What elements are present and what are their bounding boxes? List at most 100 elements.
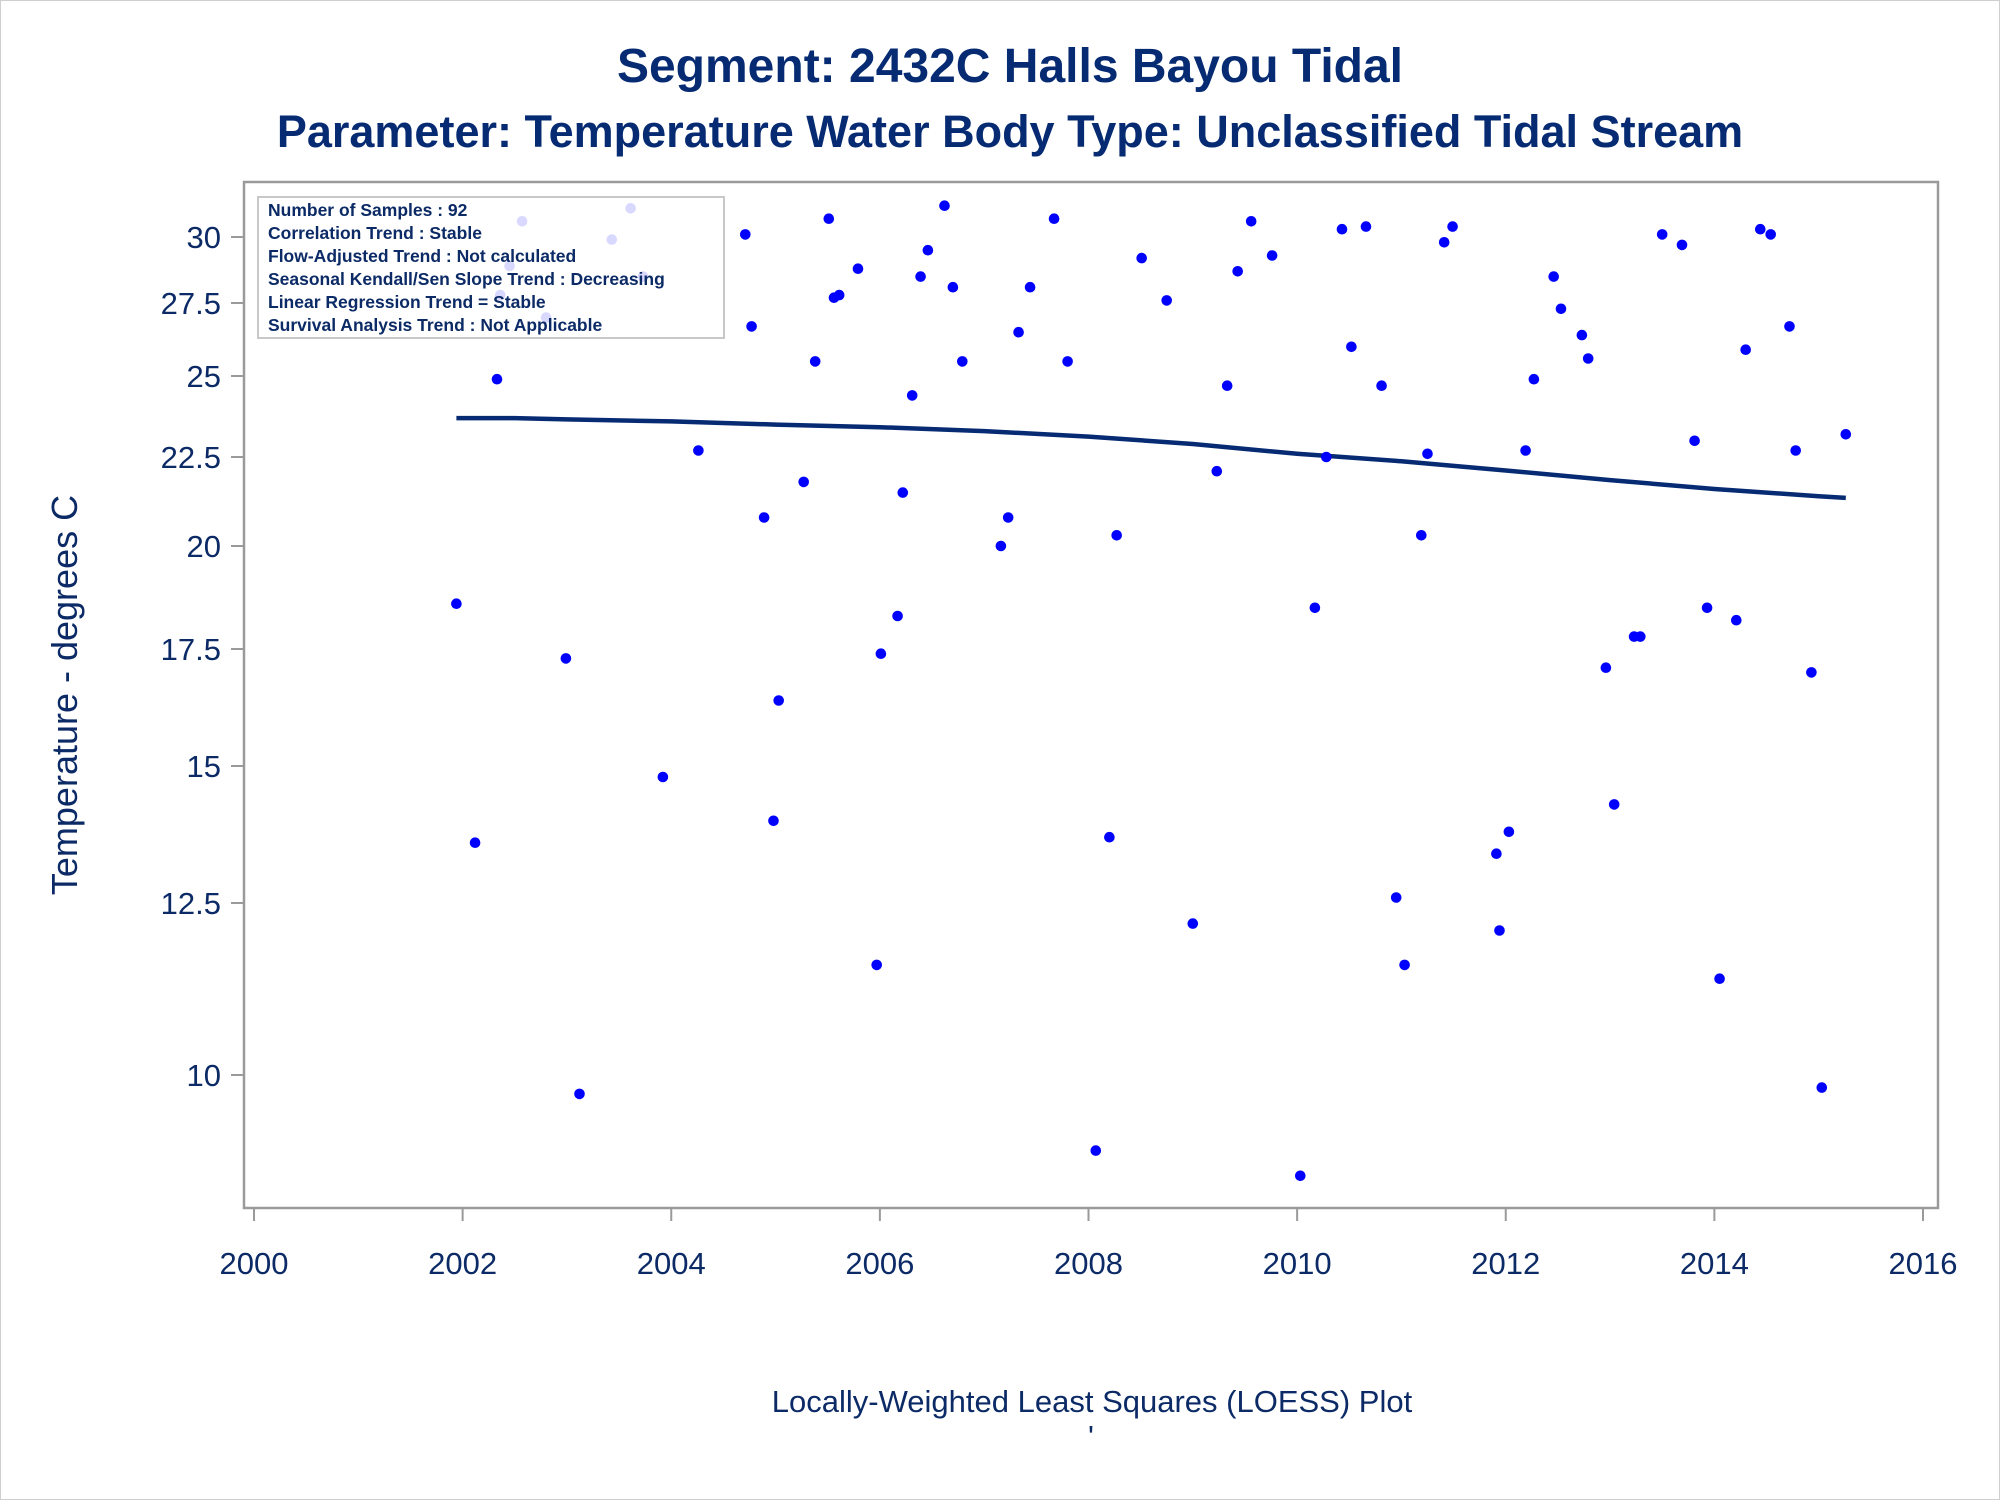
chart-title: Segment: 2432C Halls Bayou Tidal (617, 40, 1403, 93)
data-point (1336, 223, 1348, 235)
data-point (1390, 892, 1402, 903)
data-point (1309, 602, 1321, 614)
y-tick-label: 17.5 (161, 632, 221, 667)
data-point (1676, 239, 1688, 251)
data-point (1555, 303, 1567, 315)
data-point (852, 263, 864, 275)
stats-line-correlation: Correlation Trend : Stable (268, 223, 482, 243)
loess-layer (456, 415, 1846, 501)
data-point (1755, 223, 1766, 235)
data-point (657, 771, 669, 783)
data-point (1731, 614, 1742, 626)
y-axis: 10 12.5 15 17.5 20 22.5 25 27.5 30 (161, 220, 244, 1093)
y-tick-label: 20 (187, 529, 221, 564)
data-point (823, 213, 835, 224)
data-point (833, 289, 845, 301)
data-point (1346, 341, 1357, 353)
data-point (897, 487, 909, 498)
data-point (1840, 429, 1852, 440)
data-point (1221, 380, 1233, 392)
data-point (871, 959, 882, 971)
data-point (1714, 973, 1725, 984)
x-tick-label: 2010 (1263, 1246, 1332, 1281)
footnote-mark: ' (1088, 1419, 1094, 1454)
points-layer (451, 200, 1852, 1182)
x-axis: 2000 2002 2004 2006 2008 2010 2012 2014 2016 (220, 1208, 1958, 1281)
y-tick-label: 12.5 (161, 886, 221, 921)
data-point (1232, 266, 1243, 277)
chart-subtitle: Parameter: Temperature Water Body Type: … (277, 106, 1743, 157)
data-point (1656, 229, 1668, 240)
x-tick-label: 2016 (1889, 1246, 1958, 1281)
y-axis-label: Temperature - degrees C (44, 495, 85, 895)
data-point (1740, 344, 1751, 356)
y-tick-label: 15 (187, 749, 221, 784)
data-point (1104, 831, 1115, 843)
data-point (1062, 356, 1073, 367)
x-tick-label: 2002 (428, 1246, 497, 1281)
data-point (1548, 271, 1559, 282)
data-point (1689, 435, 1700, 447)
data-point (451, 598, 462, 609)
data-point (1048, 213, 1060, 224)
data-point (1494, 925, 1505, 936)
data-point (1600, 662, 1612, 673)
data-point (560, 653, 572, 664)
data-point (1806, 667, 1817, 678)
data-point (922, 244, 934, 256)
data-point (1784, 321, 1795, 332)
data-point (1608, 799, 1620, 810)
data-point (1136, 252, 1147, 264)
data-point (1187, 918, 1199, 929)
stats-line-samples: Number of Samples : 92 (268, 200, 468, 220)
data-point (491, 373, 503, 385)
y-tick-label: 27.5 (161, 286, 221, 321)
x-tick-label: 2006 (845, 1246, 914, 1281)
data-point (768, 815, 779, 827)
data-point (892, 610, 903, 622)
y-tick-label: 22.5 (161, 440, 221, 475)
x-tick-label: 2000 (220, 1246, 289, 1281)
data-point (1090, 1145, 1102, 1156)
data-point (1111, 530, 1122, 541)
data-point (1422, 448, 1433, 460)
data-point (1161, 295, 1172, 306)
data-point (1376, 380, 1387, 392)
data-point (957, 356, 968, 367)
data-point (1447, 221, 1458, 232)
data-point (1245, 216, 1257, 227)
x-tick-label: 2004 (637, 1246, 706, 1281)
data-point (1635, 631, 1646, 642)
stats-box-frame (257, 196, 725, 339)
data-point (1211, 465, 1223, 477)
y-tick-label: 30 (187, 220, 221, 255)
x-tick-label: 2008 (1054, 1246, 1123, 1281)
plot-area (242, 180, 1940, 1210)
data-point (1576, 329, 1588, 341)
y-tick-label: 25 (187, 359, 221, 394)
loess-curve (456, 415, 1846, 501)
data-point (758, 512, 770, 523)
stats-line-linear-regression: Linear Regression Trend = Stable (268, 292, 546, 312)
data-point (693, 445, 704, 456)
data-point (574, 1088, 585, 1100)
stats-box: Number of Samples : 92 Correlation Trend… (257, 196, 725, 339)
data-point (1013, 326, 1024, 338)
data-point (740, 229, 751, 240)
stats-line-seasonal-kendall: Seasonal Kendall/Sen Slope Trend : Decre… (268, 269, 665, 289)
data-point (1266, 250, 1278, 261)
data-point (1024, 281, 1036, 293)
footnote: Locally-Weighted Least Squares (LOESS) P… (772, 1384, 1413, 1419)
data-point (1790, 445, 1801, 456)
data-point (1002, 512, 1014, 523)
data-point (1528, 373, 1540, 385)
data-point (947, 281, 959, 293)
data-point (875, 648, 887, 659)
data-point (1816, 1082, 1828, 1093)
data-point (1438, 237, 1450, 248)
data-point (1503, 826, 1515, 838)
data-point (773, 695, 784, 706)
data-point (1491, 848, 1502, 859)
data-point (915, 271, 926, 282)
y-tick-label: 10 (187, 1058, 221, 1093)
